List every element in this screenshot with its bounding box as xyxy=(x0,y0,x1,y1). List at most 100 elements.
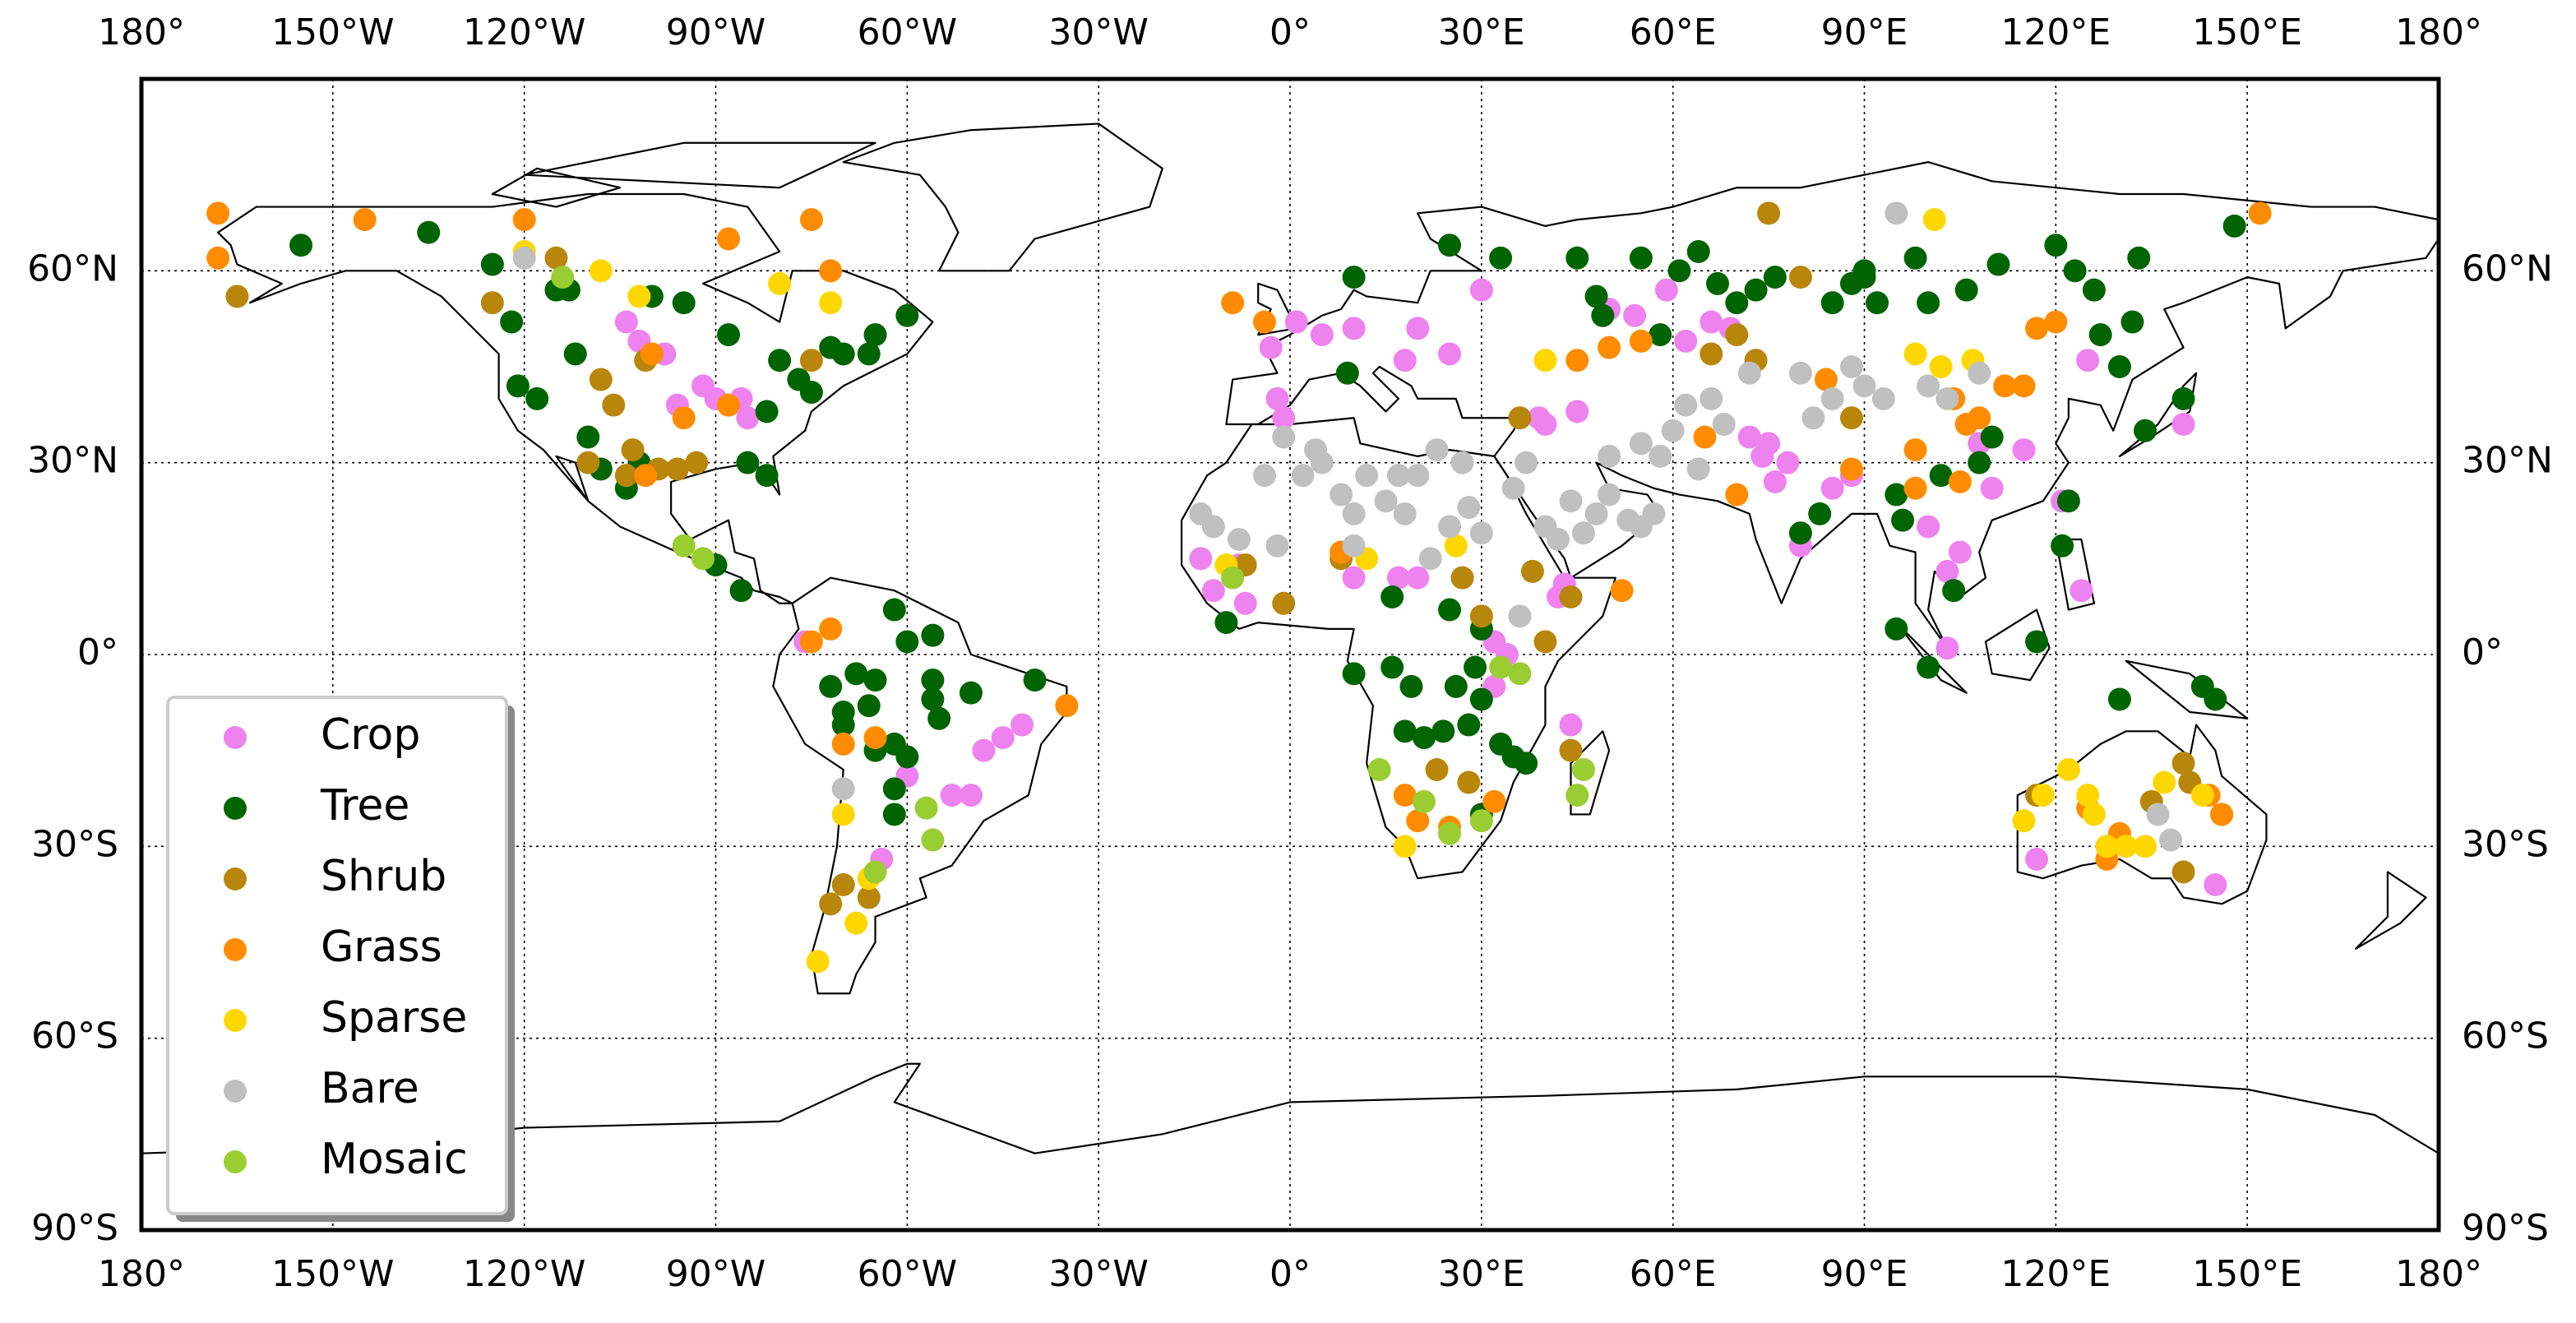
point xyxy=(1885,617,1908,641)
point xyxy=(863,726,887,750)
point xyxy=(1520,559,1544,583)
legend-label: Crop xyxy=(321,710,420,760)
australia xyxy=(2018,725,2267,904)
point xyxy=(831,777,855,801)
point xyxy=(2107,687,2131,711)
point xyxy=(799,208,823,232)
point xyxy=(1572,521,1596,545)
point xyxy=(1438,515,1462,539)
point xyxy=(2146,803,2170,826)
point xyxy=(1546,528,1570,551)
legend-marker xyxy=(224,726,247,749)
point xyxy=(1757,432,1781,456)
point xyxy=(576,451,600,474)
point xyxy=(2012,809,2036,833)
x-tick-label-top: 90°E xyxy=(1821,12,1908,53)
point xyxy=(500,310,524,334)
point xyxy=(2171,386,2195,410)
point xyxy=(2171,413,2195,436)
point xyxy=(2056,758,2080,781)
point xyxy=(1508,406,1532,430)
point xyxy=(991,726,1015,750)
point xyxy=(1214,611,1238,635)
point xyxy=(2070,579,2093,603)
point xyxy=(1406,566,1430,590)
x-tick-label-top: 180° xyxy=(2395,12,2482,53)
point xyxy=(1444,534,1468,557)
legend: Crop Tree Shrub Grass Sparse Bare Mosaic xyxy=(166,696,515,1222)
point xyxy=(1342,317,1366,340)
point xyxy=(2159,828,2183,852)
point xyxy=(717,227,741,251)
point xyxy=(1980,476,2004,500)
point xyxy=(1489,246,1513,270)
point xyxy=(921,623,945,647)
point xyxy=(1425,438,1449,462)
point xyxy=(1814,368,1838,391)
point xyxy=(1629,329,1653,353)
point xyxy=(1431,719,1455,743)
point xyxy=(844,662,868,686)
point xyxy=(1674,393,1698,417)
point xyxy=(1871,386,1895,410)
point xyxy=(2171,752,2195,775)
point xyxy=(768,349,792,372)
point xyxy=(672,406,696,430)
point xyxy=(882,803,906,826)
point xyxy=(895,303,919,327)
point xyxy=(819,892,843,916)
point xyxy=(1469,278,1493,302)
point xyxy=(882,598,906,622)
point xyxy=(1565,246,1589,270)
point xyxy=(1457,770,1481,794)
point xyxy=(895,630,919,654)
point xyxy=(1712,413,1736,436)
point xyxy=(2076,784,2100,807)
point xyxy=(1935,386,1959,410)
point xyxy=(1515,451,1538,474)
point xyxy=(2012,438,2036,462)
point xyxy=(1272,425,1296,449)
point xyxy=(1725,483,1749,507)
point xyxy=(1737,361,1761,385)
point xyxy=(1233,591,1257,615)
point xyxy=(799,349,823,372)
point xyxy=(2153,770,2176,794)
point xyxy=(1265,534,1289,557)
point xyxy=(1839,406,1863,430)
point xyxy=(2107,355,2131,378)
point xyxy=(1788,361,1812,385)
point xyxy=(1201,515,1225,539)
point xyxy=(1686,240,1710,263)
point xyxy=(1412,726,1436,750)
point xyxy=(2082,803,2106,826)
x-tick-label-bottom: 30°E xyxy=(1438,1253,1525,1295)
x-tick-label-bottom: 120°W xyxy=(463,1253,586,1295)
point xyxy=(1393,349,1417,372)
point xyxy=(1304,438,1328,462)
point xyxy=(1935,636,1959,660)
point xyxy=(1584,502,1608,525)
point xyxy=(1661,419,1685,442)
x-tick-label-top: 90°W xyxy=(666,12,766,53)
point xyxy=(914,796,938,820)
point xyxy=(2120,310,2144,334)
legend-label: Sparse xyxy=(321,993,467,1043)
legend-marker xyxy=(224,797,247,820)
point xyxy=(1393,835,1417,858)
point xyxy=(1221,566,1245,590)
point xyxy=(634,464,658,488)
x-tick-label-bottom: 120°E xyxy=(2000,1253,2111,1295)
point xyxy=(1686,457,1710,481)
point xyxy=(831,732,855,756)
legend-marker xyxy=(224,867,247,890)
point xyxy=(627,284,651,308)
point xyxy=(927,706,951,730)
point xyxy=(1355,464,1379,488)
point xyxy=(1917,374,1940,398)
point xyxy=(1725,323,1749,347)
point xyxy=(2171,860,2195,884)
point xyxy=(1705,271,1729,295)
x-tick-label-top: 150°E xyxy=(2192,12,2302,53)
point xyxy=(1968,406,1991,430)
